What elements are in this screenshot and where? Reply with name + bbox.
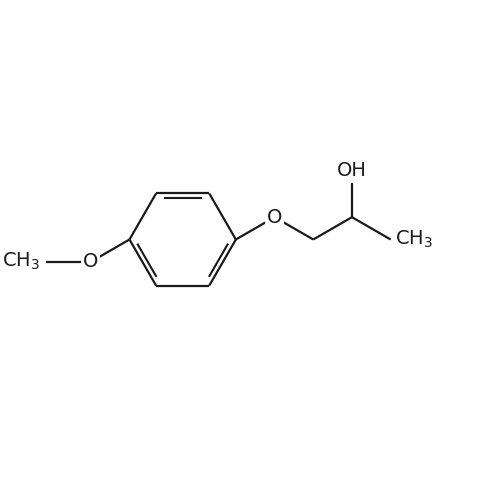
Text: OH: OH <box>337 161 367 180</box>
Text: O: O <box>267 208 282 227</box>
Text: O: O <box>83 252 99 271</box>
Text: CH$_3$: CH$_3$ <box>2 251 40 273</box>
Text: CH$_3$: CH$_3$ <box>395 229 433 250</box>
